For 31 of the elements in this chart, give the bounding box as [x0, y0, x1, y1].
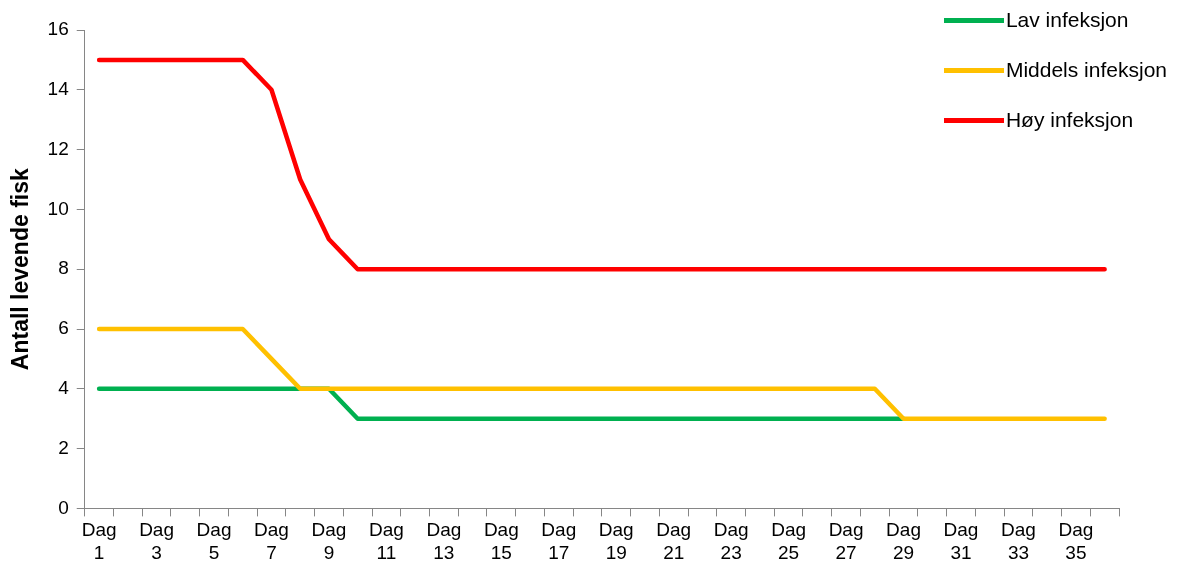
- y-tick-label: 6: [58, 317, 69, 339]
- x-tick-label: Dag 15: [483, 519, 519, 563]
- x-tick-label: Dag 21: [656, 519, 692, 563]
- y-tick-label: 4: [58, 377, 70, 399]
- x-tick-label: Dag 27: [828, 519, 864, 563]
- x-tick-label: Dag 17: [541, 519, 577, 563]
- y-tick-label: 8: [58, 257, 69, 279]
- x-tick-label: Dag 13: [426, 519, 462, 563]
- x-tick-label: Dag 25: [771, 519, 807, 563]
- legend-label: Høy infeksjon: [1005, 108, 1134, 132]
- x-tick-label: Dag 23: [713, 519, 749, 563]
- x-tick-label: Dag 9: [311, 519, 347, 563]
- y-tick-label: 10: [47, 197, 69, 219]
- x-tick-label: Dag 31: [943, 519, 979, 563]
- y-tick-label: 12: [47, 137, 69, 159]
- y-tick-label: 0: [58, 496, 69, 518]
- x-tick-label: Dag 29: [886, 519, 921, 563]
- y-tick-label: 2: [58, 436, 69, 458]
- y-axis-title: Antall levende fisk: [7, 168, 34, 371]
- x-tick-label: Dag 11: [368, 519, 404, 563]
- x-tick-label: Dag 5: [196, 519, 232, 563]
- legend-label: Lav infeksjon: [1005, 8, 1129, 32]
- x-tick-label: Dag 35: [1058, 519, 1094, 563]
- x-tick-label: Dag 33: [1001, 519, 1036, 563]
- legend-label: Middels infeksjon: [1005, 58, 1167, 82]
- x-tick-label: Dag 7: [254, 519, 289, 563]
- y-tick-label: 16: [47, 18, 69, 40]
- y-tick-label: 14: [47, 78, 70, 100]
- x-tick-label: Dag 1: [81, 519, 117, 563]
- x-tick-label: Dag 19: [598, 519, 634, 563]
- x-tick-label: Dag 3: [139, 519, 174, 563]
